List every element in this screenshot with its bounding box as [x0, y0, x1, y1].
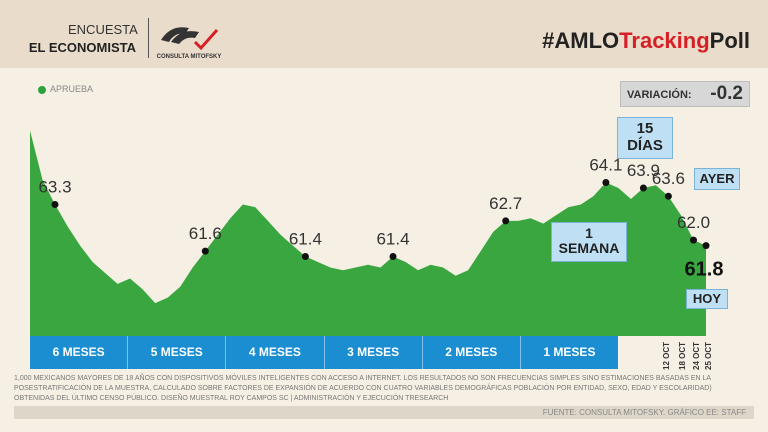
- data-point-0: [51, 201, 59, 208]
- legend-label: APRUEBA: [50, 84, 94, 94]
- yesterday-callout: AYER: [694, 168, 740, 190]
- data-point-4: [502, 217, 510, 225]
- legend-swatch: [38, 85, 46, 94]
- data-point-2: [301, 253, 309, 260]
- data-label-0: 63.3: [38, 178, 71, 197]
- header-bar: ENCUESTA EL ECONOMISTA CONSULTA MITOFSKY…: [0, 0, 768, 68]
- fifteen-days-callout: 15 DÍAS: [617, 117, 673, 159]
- date-label-25-oct: 25 OCT: [704, 341, 713, 370]
- mitofsky-logo: CONSULTA MITOFSKY: [157, 27, 222, 60]
- today-callout: HOY: [686, 289, 728, 309]
- data-point-8: [690, 236, 697, 244]
- logo-text: CONSULTA MITOFSKY: [157, 54, 222, 60]
- period-bar: 6 MESES 5 MESES 4 MESES 3 MESES 2 MESES …: [30, 336, 618, 369]
- period-4-months: 4 MESES: [226, 336, 325, 369]
- approval-area: [30, 130, 706, 336]
- data-point-5: [602, 179, 610, 186]
- data-label-2: 61.4: [289, 230, 322, 249]
- hashtag-prefix: #AMLO: [542, 28, 620, 53]
- data-label-8: 62.0: [677, 213, 710, 232]
- variation-label: VARIACIÓN:: [627, 89, 692, 101]
- date-label-12-oct: 12 OCT: [662, 341, 671, 370]
- variation-value: -0.2: [710, 83, 743, 104]
- period-5-months: 5 MESES: [128, 336, 227, 369]
- date-label-18-oct: 18 OCT: [678, 341, 687, 370]
- data-label-6: 63.9: [627, 161, 660, 180]
- fifteen-days-word: DÍAS: [627, 136, 663, 154]
- fifteen-days-number: 15: [636, 120, 654, 137]
- source-text: FUENTE: CONSULTA MITOFSKY. GRÁFICO EE: S…: [542, 408, 746, 417]
- hashtag-accent: Tracking: [619, 28, 710, 53]
- brand-survey-label: ENCUESTA: [68, 22, 138, 37]
- one-week-number: 1: [585, 225, 593, 241]
- data-point-9: [702, 242, 710, 250]
- methodology-footnote: 1,000 MEXICANOS MAYORES DE 18 AÑOS CON D…: [14, 375, 712, 402]
- brand-divider: [148, 18, 149, 58]
- data-point-1: [201, 247, 209, 255]
- data-label-1: 61.6: [189, 224, 222, 243]
- data-label-5: 64.1: [589, 156, 622, 175]
- data-label-4: 62.7: [489, 194, 522, 213]
- data-point-6: [639, 184, 647, 192]
- hashtag-suffix: Poll: [709, 28, 750, 53]
- data-label-7: 63.6: [652, 169, 685, 188]
- data-point-7: [664, 192, 672, 200]
- brand-publication-name: EL ECONOMISTA: [28, 40, 136, 55]
- data-point-3: [389, 253, 397, 260]
- data-label-3: 61.4: [376, 230, 409, 249]
- hashtag-title: #AMLOTrackingPoll: [470, 28, 750, 54]
- variation-box: VARIACIÓN: -0.2: [620, 81, 750, 107]
- data-label-9: 61.8: [685, 259, 724, 281]
- period-1-month: 1 MESES: [543, 345, 596, 359]
- period-3-months: 3 MESES: [325, 336, 423, 369]
- date-label-24-oct: 24 OCT: [692, 341, 701, 370]
- one-week-word: SEMANA: [558, 240, 620, 257]
- period-6-months: 6 MESES: [30, 336, 129, 369]
- period-2-months: 2 MESES: [423, 336, 521, 369]
- chart-legend: APRUEBA: [38, 84, 93, 94]
- source-note: FUENTE: CONSULTA MITOFSKY. GRÁFICO EE: S…: [14, 406, 754, 419]
- one-week-callout: 1 SEMANA: [551, 222, 627, 262]
